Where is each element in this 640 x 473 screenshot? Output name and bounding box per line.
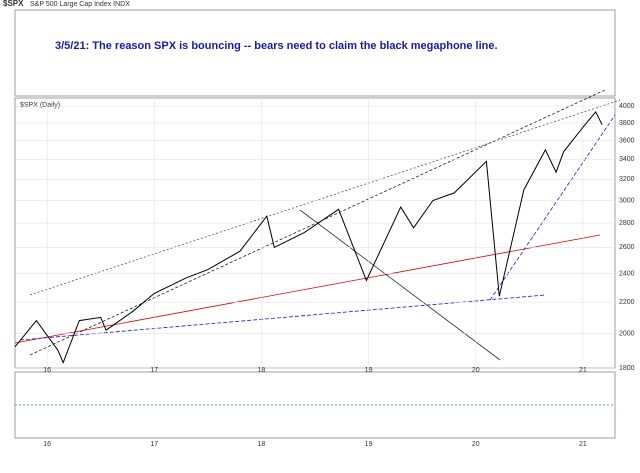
y-tick-label: 3800 [619,120,635,127]
y-tick-label: 2200 [619,299,635,306]
y-tick-label: 2800 [619,220,635,227]
y-tick-label: 3000 [619,197,635,204]
chart-subtitle: S&P 500 Large Cap Index INDX [30,1,130,8]
annotation: 3/5/21: The reason SPX is bouncing -- be… [55,40,498,52]
chart-title: $SPX [3,0,24,8]
y-tick-label: 3400 [619,156,635,163]
x-tick-label: 21 [579,441,587,448]
y-tick-label: 2600 [619,244,635,251]
x-tick-label: 19 [365,441,373,448]
y-tick-label: 2400 [619,270,635,277]
y-tick-label: 3600 [619,137,635,144]
x-tick-label: 17 [150,367,158,374]
y-tick-label: 4000 [619,103,635,110]
x-tick-label: 18 [258,441,266,448]
trendlines [14,89,621,361]
price-line [14,110,603,364]
x-tick-label: 16 [43,441,51,448]
x-tick-label: 19 [365,367,373,374]
y-tick-label: 2000 [619,330,635,337]
x-tick-label: 20 [472,441,480,448]
x-tick-label: 17 [150,441,158,448]
x-tick-label: 16 [43,367,51,374]
note-box [52,38,392,54]
x-tick-label: 20 [472,367,480,374]
legend: $SPX (Daily) [20,102,60,109]
x-tick-label: 21 [579,367,587,374]
y-tick-label: 1800 [619,365,635,372]
rsi-panel [14,9,616,97]
x-tick-label: 18 [258,367,266,374]
y-tick-label: 3200 [619,176,635,183]
